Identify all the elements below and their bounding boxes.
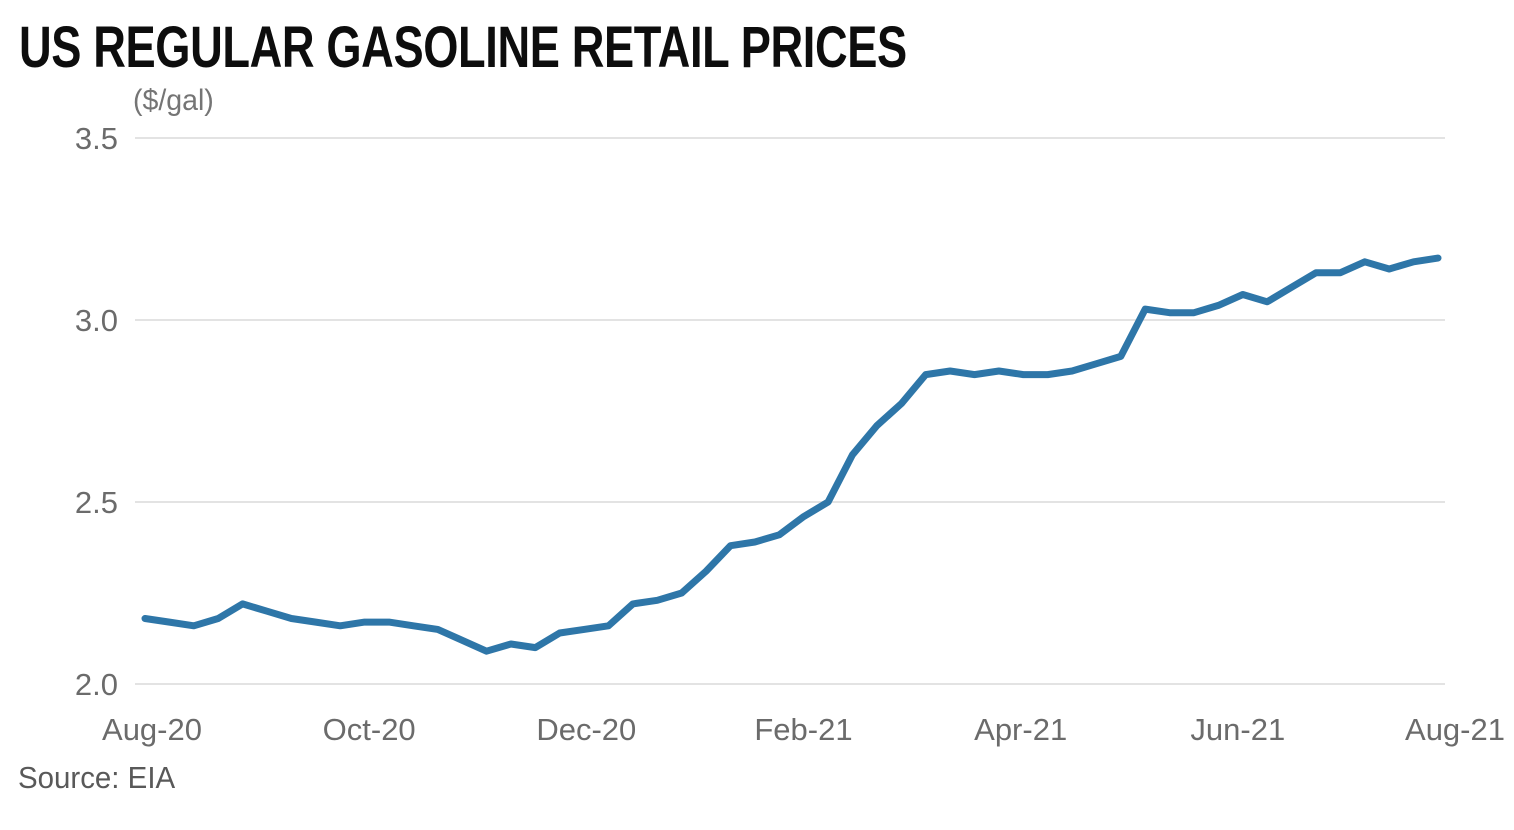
y-tick-label: 2.5 <box>75 485 118 520</box>
y-tick-label: 2.0 <box>75 667 118 702</box>
x-tick-label: Aug-21 <box>1405 712 1505 747</box>
x-tick-label: Dec-20 <box>536 712 636 747</box>
x-tick-label: Apr-21 <box>974 712 1067 747</box>
y-tick-label: 3.0 <box>75 303 118 338</box>
page-title: US REGULAR GASOLINE RETAIL PRICES <box>19 15 907 80</box>
x-tick-label: Oct-20 <box>323 712 416 747</box>
x-tick-label: Feb-21 <box>754 712 852 747</box>
y-axis-unit-label: ($/gal) <box>133 84 214 117</box>
y-tick-label: 3.5 <box>75 121 118 156</box>
price-line <box>141 254 1442 655</box>
x-tick-label: Jun-21 <box>1190 712 1285 747</box>
source-note: Source: EIA <box>18 760 176 795</box>
x-tick-label: Aug-20 <box>102 712 202 747</box>
